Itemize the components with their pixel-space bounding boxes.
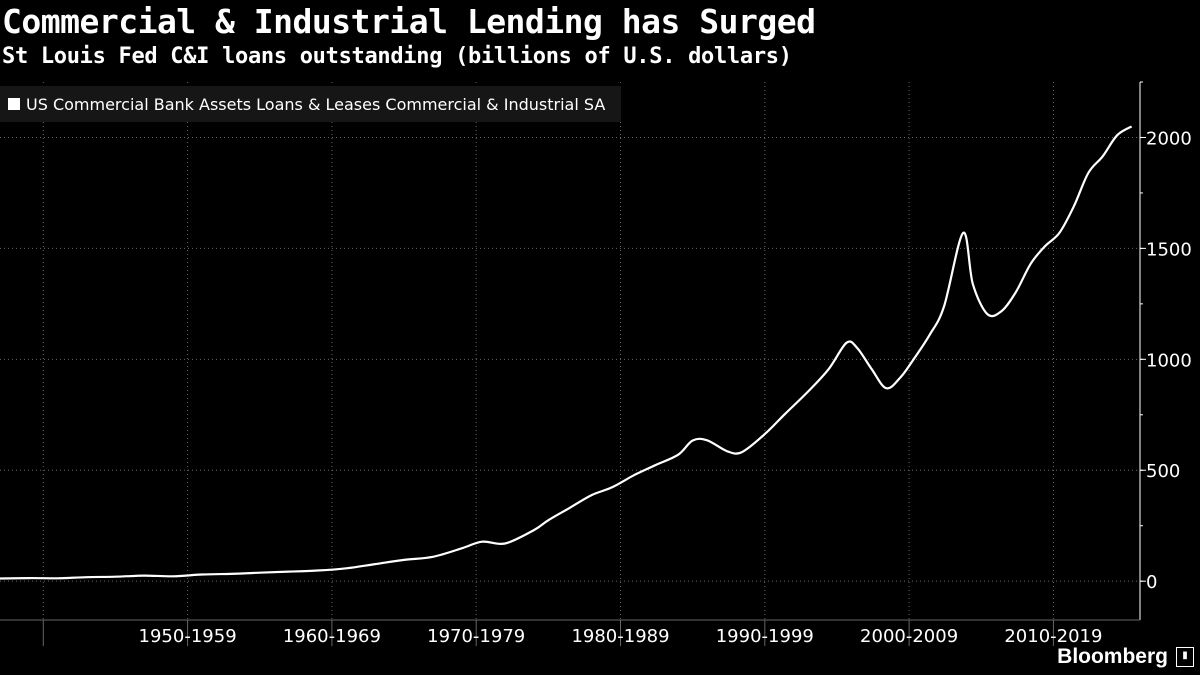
legend: US Commercial Bank Assets Loans & Leases… [0, 86, 622, 122]
x-tick-label: 1960-1969 [283, 626, 381, 647]
x-tick-label: 2000-2009 [860, 626, 958, 647]
y-tick-label: 0 [1146, 572, 1157, 593]
chart-title: Commercial & Industrial Lending has Surg… [2, 2, 816, 41]
y-axis: 0 500 1000 1500 2000 [1139, 81, 1192, 620]
x-tick-label: 1950-1959 [139, 626, 237, 647]
y-tick-label: 1000 [1146, 350, 1192, 371]
legend-label: US Commercial Bank Assets Loans & Leases… [26, 94, 606, 114]
x-tick-label: 1970-1979 [427, 626, 525, 647]
x-tick-label: 2010-2019 [1004, 626, 1102, 647]
y-tick-label: 1500 [1146, 239, 1192, 260]
legend-swatch [8, 98, 20, 110]
series-line [0, 125, 1133, 580]
y-tick-label: 500 [1146, 461, 1180, 482]
bloomberg-logo: Bloomberg [1057, 645, 1168, 668]
x-tick-label: 1980-1989 [571, 626, 669, 647]
bloomberg-chart-icon: ▮ [1176, 647, 1194, 667]
chart-subtitle: St Louis Fed C&I loans outstanding (bill… [2, 44, 792, 69]
grid-lines [0, 82, 1140, 620]
x-tick-label: 1990-1999 [716, 626, 814, 647]
x-axis: 1950-1959 1960-1969 1970-1979 1980-1989 1990… [0, 619, 1140, 647]
y-tick-label: 2000 [1146, 128, 1192, 149]
